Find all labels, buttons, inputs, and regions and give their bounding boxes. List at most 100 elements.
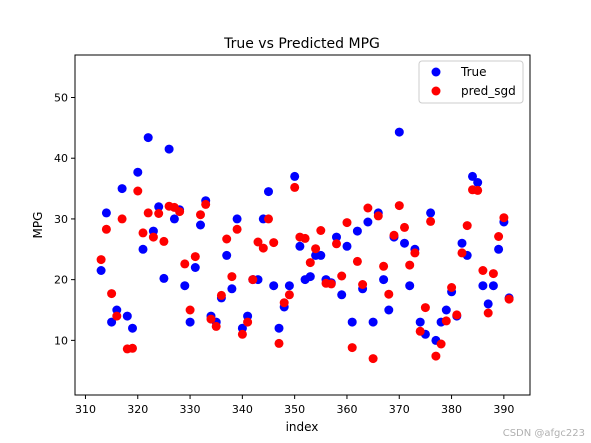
point-pred-sgd-332 [196,210,205,220]
point-True-370 [394,127,404,137]
y-axis-ticks: 10 20 30 40 50 [54,92,75,347]
point-pred-sgd-317 [117,214,127,224]
point-pred-sgd-390 [499,213,509,223]
point-True-389 [494,244,504,254]
point-pred-sgd-361 [347,343,357,353]
plot-area [74,54,531,396]
point-pred-sgd-329 [180,259,190,269]
point-pred-sgd-322 [143,208,153,218]
point-pred-sgd-373 [410,248,420,258]
point-pred-sgd-324 [154,209,164,218]
point-pred-sgd-319 [128,343,137,353]
point-pred-sgd-376 [426,216,436,226]
point-True-361 [347,317,357,327]
point-True-358 [332,232,341,242]
point-pred-sgd-355 [316,226,326,235]
point-pred-sgd-370 [394,201,404,211]
y-tick-label: 40 [54,152,68,165]
point-True-386 [478,281,488,291]
data-points [96,127,514,364]
point-pred-sgd-315 [107,289,117,299]
point-pred-sgd-339 [232,224,242,234]
point-True-317 [117,184,127,194]
point-True-359 [337,290,347,300]
point-pred-sgd-386 [478,266,488,275]
point-pred-sgd-342 [248,275,258,285]
point-pred-sgd-369 [389,230,399,240]
point-True-325 [159,273,169,283]
point-pred-sgd-362 [352,256,362,266]
point-True-330 [185,317,195,327]
point-pred-sgd-365 [368,354,378,364]
point-True-368 [384,305,394,315]
point-True-372 [405,281,415,291]
point-pred-sgd-391 [504,294,514,304]
point-True-339 [232,214,242,224]
point-True-384 [468,171,477,181]
point-True-355 [316,250,326,260]
point-True-326 [164,144,174,154]
point-pred-sgd-347 [274,338,284,348]
point-pred-sgd-349 [284,290,294,300]
point-pred-sgd-352 [300,233,310,243]
point-pred-sgd-340 [237,329,247,339]
point-True-318 [122,311,132,321]
point-True-350 [290,171,300,181]
point-pred-sgd-346 [269,238,279,248]
point-True-387 [483,299,493,309]
point-True-331 [190,263,200,272]
point-True-349 [284,281,294,291]
point-True-320 [133,167,143,177]
point-pred-sgd-320 [133,186,143,196]
point-True-321 [138,244,148,254]
point-pred-sgd-383 [462,221,472,231]
point-pred-sgd-331 [190,252,200,262]
point-pred-sgd-372 [405,260,415,270]
point-True-365 [368,317,378,327]
x-tick-label: 380 [441,403,462,416]
y-tick-label: 20 [54,274,68,287]
point-pred-sgd-389 [494,232,504,241]
legend-label-true: True [460,65,487,79]
x-tick-label: 370 [389,403,410,416]
point-True-345 [264,187,273,197]
point-True-314 [101,208,111,218]
x-axis-label: index [286,420,319,434]
point-pred-sgd-321 [138,228,148,238]
point-pred-sgd-354 [311,244,321,254]
chart-title: True vs Predicted MPG [223,36,380,52]
point-pred-sgd-368 [384,289,394,299]
point-pred-sgd-380 [447,283,457,292]
point-True-362 [352,226,362,236]
point-True-382 [457,238,467,248]
x-tick-label: 390 [493,403,514,416]
point-pred-sgd-382 [457,248,467,258]
point-pred-sgd-314 [101,224,111,234]
point-True-337 [222,250,232,260]
point-True-324 [154,202,164,212]
point-pred-sgd-381 [452,310,462,320]
point-True-332 [196,220,205,230]
legend-marker-true [431,67,441,77]
point-pred-sgd-385 [473,185,483,195]
x-tick-label: 350 [284,403,305,416]
x-tick-label: 320 [127,403,148,416]
x-tick-label: 360 [336,403,357,416]
point-pred-sgd-316 [112,311,122,321]
y-axis-label: MPG [31,212,45,239]
point-True-388 [488,281,498,291]
point-pred-sgd-350 [290,182,300,192]
point-True-364 [363,217,373,227]
point-True-315 [107,317,117,327]
point-pred-sgd-328 [175,207,185,217]
point-pred-sgd-363 [358,280,368,289]
point-pred-sgd-335 [211,321,221,331]
point-True-360 [342,241,352,251]
point-True-322 [143,133,153,143]
point-True-353 [305,272,315,282]
x-tick-label: 340 [232,403,253,416]
point-pred-sgd-358 [332,239,341,249]
legend-box [418,60,524,104]
point-True-385 [473,178,483,187]
